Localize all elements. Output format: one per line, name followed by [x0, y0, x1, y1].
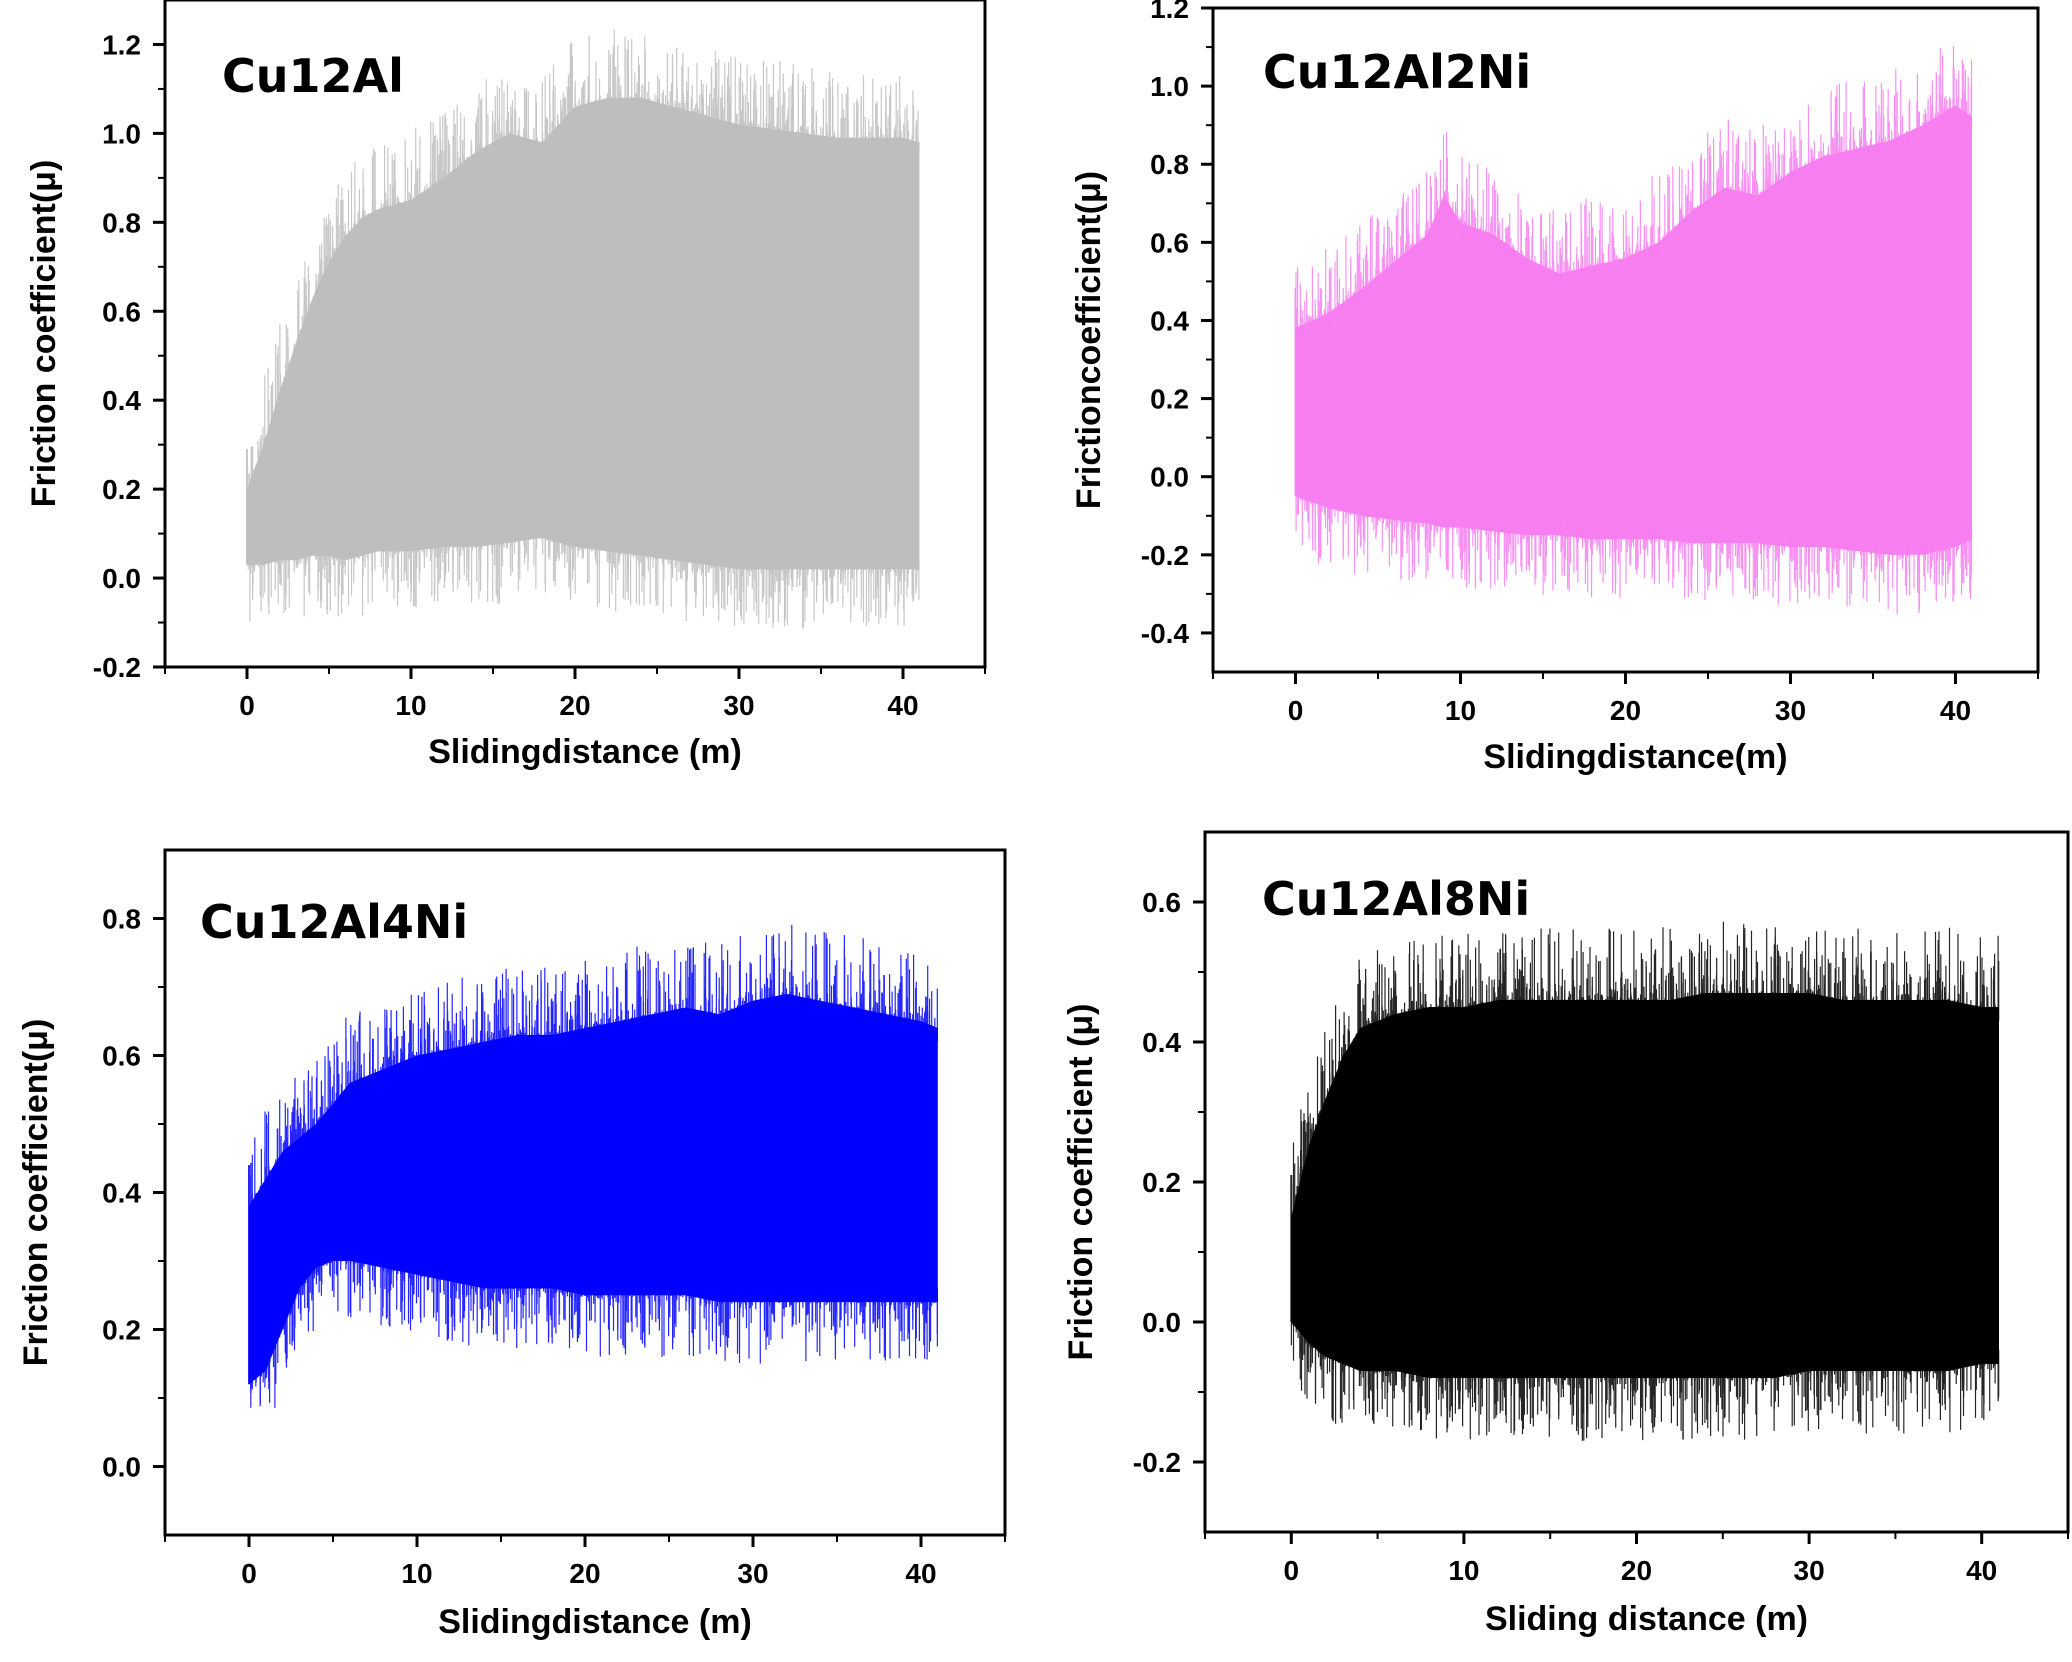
- y-tick-label: 0.0: [1150, 462, 1189, 493]
- noise-spikes: [246, 29, 920, 629]
- y-tick-label: 1.0: [1150, 71, 1189, 102]
- x-axis-title: Slidingdistance(m): [1483, 738, 1787, 776]
- y-tick-label: 0.6: [1150, 227, 1189, 258]
- x-axis-title: Slidingdistance (m): [428, 733, 742, 771]
- x-tick-label: 20: [569, 1558, 600, 1589]
- envelope-area: [247, 97, 920, 570]
- x-tick-label: 10: [395, 690, 426, 721]
- x-tick-label: 0: [239, 690, 255, 721]
- y-axis-title: Friction coefficient (μ): [1062, 1003, 1100, 1360]
- panel-label: Cu12Al4Ni: [200, 895, 468, 949]
- y-tick-label: -0.2: [1133, 1447, 1181, 1478]
- x-tick-label: 40: [905, 1558, 936, 1589]
- y-tick-label: 1.0: [102, 118, 141, 149]
- chart-panel-2: -0.4 -0.2 0.0 0.2 0.4 0.6 0.8 1.0 1.2 0 10 20 30 40 Sl…: [1070, 0, 2040, 776]
- series-area-4: [1290, 921, 2000, 1441]
- y-axis-title: Friction coefficient(μ): [25, 160, 63, 508]
- x-tick-label: 20: [1610, 695, 1641, 726]
- y-tick-label: 0.4: [102, 1178, 141, 1209]
- x-tick-label: 30: [723, 690, 754, 721]
- chart-panel-1: -0.2 0.0 0.2 0.4 0.6 0.8 1.0 1.2 0 10 20 30 40 Slidin…: [25, 0, 987, 771]
- x-tick-label: 0: [241, 1558, 257, 1589]
- x-tick-label: 30: [1794, 1555, 1825, 1586]
- x-tick-label: 30: [737, 1558, 768, 1589]
- y-tick-label: 0.4: [102, 385, 141, 416]
- x-tick-label: 40: [1940, 695, 1971, 726]
- y-tick-label: 0.6: [102, 1041, 141, 1072]
- y-tick-label: 0.0: [1142, 1307, 1181, 1338]
- x-tick-label: 30: [1775, 695, 1806, 726]
- x-tick-label: 10: [1448, 1555, 1479, 1586]
- y-tick-label: 0.2: [102, 474, 141, 505]
- y-tick-label: -0.2: [1141, 540, 1189, 571]
- y-tick-label: 0.4: [1150, 305, 1189, 336]
- noise-spikes: [1294, 46, 1973, 615]
- x-tick-label: 10: [1445, 695, 1476, 726]
- x-tick-label: 0: [1284, 1555, 1300, 1586]
- chart-panel-3: 0.0 0.2 0.4 0.6 0.8 0 10 20 30 40 Slidingdistance …: [17, 848, 1007, 1641]
- x-tick-label: 10: [401, 1558, 432, 1589]
- envelope-area: [1295, 105, 1972, 555]
- y-tick-label: 0.0: [102, 1452, 141, 1483]
- y-tick-label: 0.2: [1150, 384, 1189, 415]
- x-tick-label: 40: [1966, 1555, 1997, 1586]
- panel-label: Cu12Al8Ni: [1262, 872, 1530, 926]
- x-axis-title: Slidingdistance (m): [438, 1603, 752, 1641]
- envelope-area: [249, 993, 938, 1385]
- x-tick-label: 0: [1288, 695, 1304, 726]
- x-tick-label: 40: [887, 690, 918, 721]
- y-tick-label: 0.8: [102, 904, 141, 935]
- y-tick-label: -0.2: [93, 652, 141, 683]
- y-tick-label: 0.8: [102, 207, 141, 238]
- panel-label: Cu12Al2Ni: [1263, 45, 1531, 99]
- y-tick-label: 0.4: [1142, 1027, 1181, 1058]
- y-tick-label: 0.6: [1142, 887, 1181, 918]
- chart-panel-4: -0.2 0.0 0.2 0.4 0.6 0 10 20 30 40 Sliding distanc…: [1062, 830, 2070, 1638]
- panel-label: Cu12Al: [222, 49, 404, 103]
- envelope-area: [1291, 993, 1999, 1378]
- y-tick-label: 1.2: [1150, 0, 1189, 24]
- x-axis-title: Sliding distance (m): [1485, 1600, 1808, 1638]
- y-axis-title: Frictioncoefficient(μ): [1070, 171, 1108, 509]
- y-tick-label: 0.6: [102, 296, 141, 327]
- series-area-2: [1294, 46, 1973, 615]
- y-tick-label: -0.4: [1141, 618, 1190, 649]
- y-tick-label: 0.2: [102, 1315, 141, 1346]
- y-tick-label: 0.8: [1150, 149, 1189, 180]
- x-tick-label: 20: [1621, 1555, 1652, 1586]
- series-area-3: [248, 925, 939, 1408]
- noise-spikes: [248, 925, 939, 1408]
- x-tick-label: 20: [559, 690, 590, 721]
- series-area-1: [246, 29, 920, 629]
- y-tick-label: 0.2: [1142, 1167, 1181, 1198]
- y-tick-label: 0.0: [102, 563, 141, 594]
- y-axis-title: Friction coefficient(μ): [17, 1019, 55, 1367]
- noise-spikes: [1290, 921, 2000, 1441]
- y-tick-label: 1.2: [102, 29, 141, 60]
